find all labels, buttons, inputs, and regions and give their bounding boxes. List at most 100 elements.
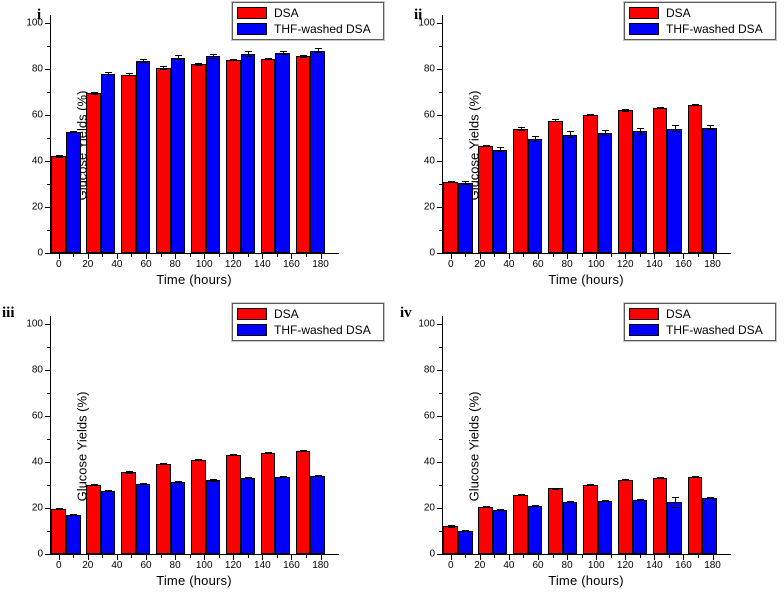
legend-row-thf: THF-washed DSA [629, 322, 771, 338]
x-minor-tick [218, 555, 220, 558]
legend-label: DSA [274, 307, 299, 321]
bar-thf-washed-dsa [66, 132, 81, 253]
bar-dsa [583, 485, 598, 554]
y-tick-label: 60 [31, 410, 43, 422]
error-bar [709, 124, 711, 131]
y-minor-tick [439, 347, 442, 348]
error-bar-cap-bottom [462, 183, 470, 185]
x-major-tick [146, 555, 147, 560]
error-bar [128, 471, 130, 474]
x-minor-tick [73, 555, 75, 558]
y-major-tick [45, 161, 50, 162]
error-bar-cap-top [636, 127, 644, 129]
x-major-tick [625, 254, 627, 259]
error-bar-cap-bottom [125, 75, 133, 77]
bar-dsa [226, 59, 241, 253]
bar-dsa [687, 476, 703, 554]
y-minor-tick [47, 393, 50, 394]
error-bar-cap-bottom [692, 104, 700, 106]
error-bar-cap-bottom [447, 526, 455, 528]
error-bar-cap-top [601, 130, 609, 132]
error-bar-cap-top [671, 496, 679, 498]
legend: DSA THF-washed DSA [231, 1, 385, 41]
bar-dsa [191, 459, 206, 554]
x-tick-label: 0 [55, 259, 62, 270]
bar-thf-washed-dsa [702, 497, 717, 554]
x-major-tick [538, 555, 539, 560]
y-minor-tick [47, 138, 50, 139]
legend-row-thf: THF-washed DSA [237, 322, 379, 338]
y-major-tick [437, 324, 442, 325]
y-major-tick [45, 324, 50, 325]
x-tick-label: 160 [675, 259, 692, 270]
error-bar [212, 479, 214, 482]
error-bar-cap-top [265, 57, 273, 59]
y-tick-label: 80 [423, 63, 435, 75]
bar-dsa [51, 156, 66, 253]
bar-dsa [478, 506, 493, 554]
panel-ii: ii Glucose Yields (%) Time (hours) DSA T… [392, 0, 784, 301]
x-tick-label: 100 [587, 560, 605, 571]
error-bar-cap-top [552, 119, 560, 121]
error-bar [450, 525, 452, 528]
error-bar-cap-bottom [300, 450, 308, 452]
x-tick-label: 20 [474, 560, 486, 571]
x-tick-label: 100 [195, 560, 213, 571]
x-major-tick [508, 254, 510, 259]
x-axis-line [50, 253, 339, 254]
error-bar [233, 58, 235, 61]
x-tick-label: 40 [111, 560, 123, 571]
y-tick-label: 80 [31, 364, 43, 376]
error-bar-cap-top [567, 501, 574, 503]
error-bar-cap-top [671, 125, 679, 127]
error-bar-cap-top [314, 474, 322, 476]
legend-label: THF-washed DSA [274, 22, 371, 36]
x-minor-tick [306, 254, 307, 257]
y-major-tick [437, 207, 442, 208]
error-bar-cap-bottom [706, 129, 714, 131]
error-bar-cap-top [265, 452, 273, 454]
error-bar-cap-bottom [314, 51, 322, 53]
bar-dsa [513, 495, 528, 554]
y-major-tick [437, 370, 442, 371]
x-tick-label: 180 [704, 560, 721, 571]
y-major-tick [437, 23, 442, 24]
bar-thf-washed-dsa [667, 502, 682, 554]
bar-thf-washed-dsa [275, 476, 290, 554]
x-minor-tick [276, 555, 278, 558]
x-tick-label: 100 [587, 259, 605, 270]
bar-dsa [260, 452, 276, 554]
x-minor-tick [523, 555, 525, 558]
x-major-tick [175, 555, 177, 560]
y-minor-tick [439, 138, 442, 139]
x-tick-label: 60 [140, 560, 152, 571]
error-bar-cap-top [587, 484, 595, 486]
x-major-tick [116, 555, 118, 560]
error-bar-cap-bottom [622, 110, 630, 112]
x-minor-tick [581, 555, 583, 558]
error-bar-cap-top [140, 482, 148, 484]
error-bar-cap-bottom [175, 58, 182, 60]
x-tick-label: 180 [312, 560, 329, 571]
x-major-tick [233, 555, 235, 560]
x-minor-tick [698, 254, 699, 257]
x-major-tick [683, 555, 685, 560]
x-tick-label: 0 [447, 560, 454, 571]
error-bar-cap-top [497, 147, 505, 149]
error-bar [128, 73, 130, 77]
panel-label-iv: iv [400, 305, 412, 321]
y-minor-tick [439, 393, 442, 394]
bar-dsa [51, 509, 66, 554]
error-bar-cap-top [636, 499, 644, 501]
bar-dsa [121, 74, 136, 253]
y-major-tick [45, 370, 50, 371]
x-minor-tick [523, 254, 525, 257]
error-bar-cap-bottom [587, 115, 595, 117]
error-bar-cap-top [105, 72, 113, 74]
bar-thf-washed-dsa [562, 502, 578, 554]
legend-row-dsa: DSA [629, 306, 771, 322]
bar-thf-washed-dsa [310, 50, 325, 253]
error-bar [590, 113, 592, 117]
legend-label: DSA [274, 6, 299, 20]
error-bar-cap-bottom [532, 140, 540, 142]
